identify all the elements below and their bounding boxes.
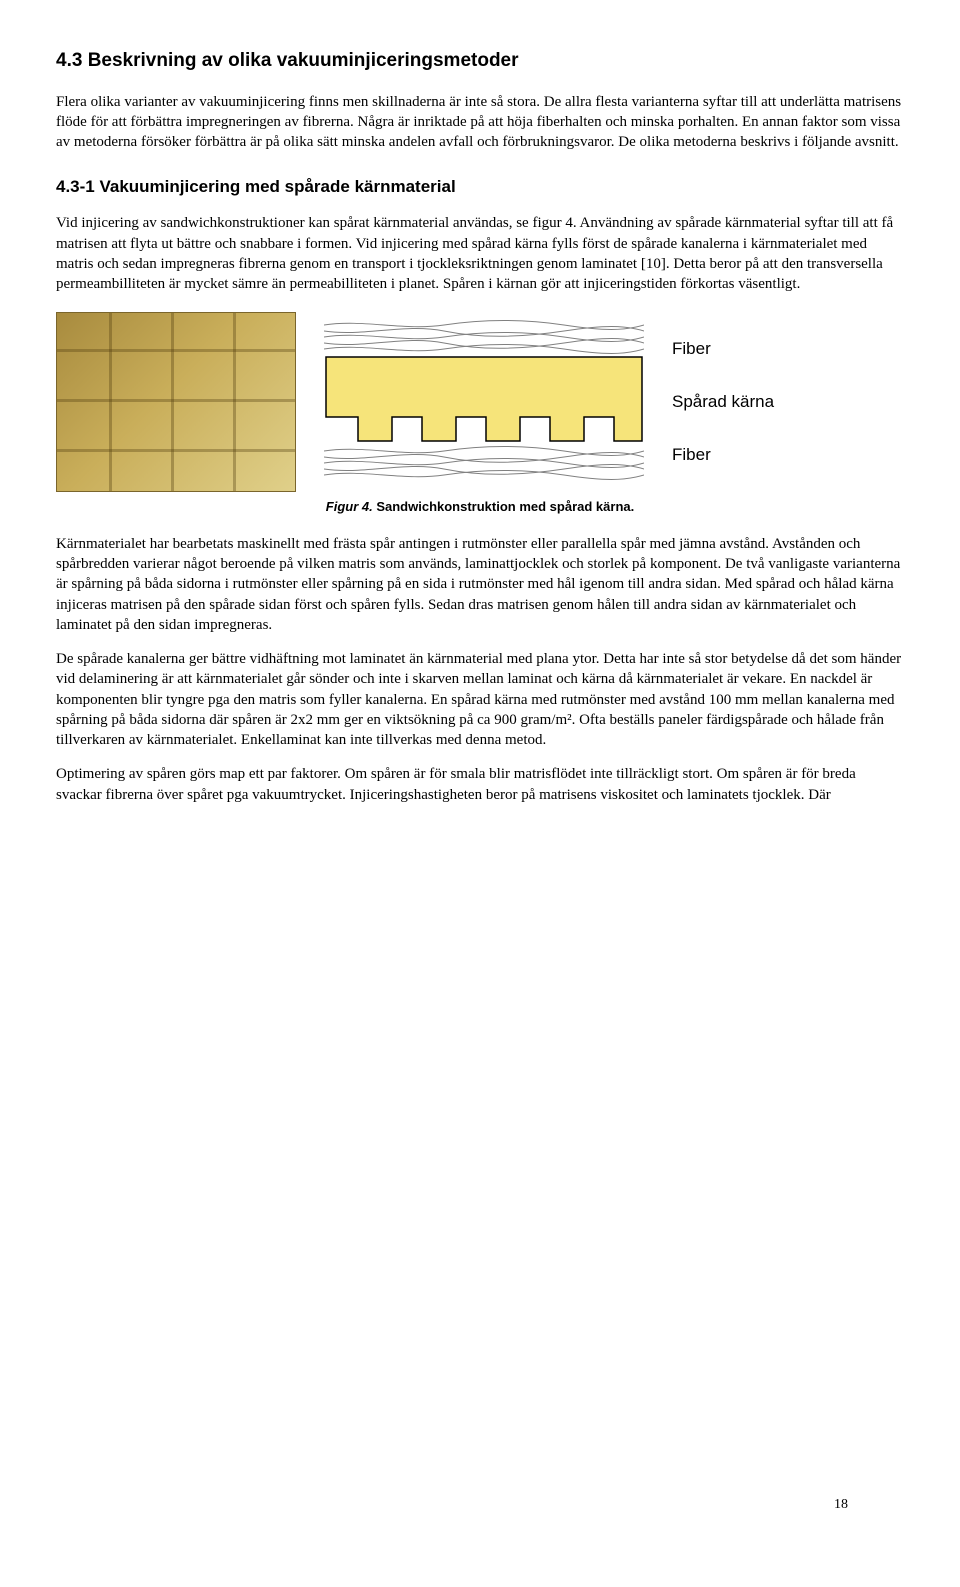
section-p1: Flera olika varianter av vakuuminjicerin… [56,92,904,153]
subsection-p1: Vid injicering av sandwichkonstruktioner… [56,213,904,294]
fiber-top [324,321,644,354]
fiber-bottom [324,447,644,480]
subsection-p3: De spårade kanalerna ger bättre vidhäftn… [56,649,904,750]
photo-gridlines [57,313,295,491]
section-title: 4.3 Beskrivning av olika vakuuminjicerin… [56,48,904,74]
core-shape [326,357,642,441]
figure-row: Fiber Spårad kärna Fiber [56,312,904,492]
diagram-labels: Fiber Spårad kärna Fiber [672,338,774,467]
figure-diagram [324,317,644,487]
label-fiber-top: Fiber [672,338,774,361]
subsection-p2: Kärnmaterialet har bearbetats maskinellt… [56,534,904,635]
subsection-p4: Optimering av spåren görs map ett par fa… [56,764,904,805]
page: 4.3 Beskrivning av olika vakuuminjicerin… [56,48,904,1539]
figure-caption: Figur 4. Sandwichkonstruktion med spårad… [56,498,904,516]
figure-photo [56,312,296,492]
figure-caption-label: Figur 4. [326,499,373,514]
label-fiber-bottom: Fiber [672,444,774,467]
label-core: Spårad kärna [672,391,774,414]
subsection-title: 4.3-1 Vakuuminjicering med spårade kärnm… [56,176,904,199]
figure-caption-text: Sandwichkonstruktion med spårad kärna. [373,499,635,514]
page-number: 18 [834,1496,848,1515]
